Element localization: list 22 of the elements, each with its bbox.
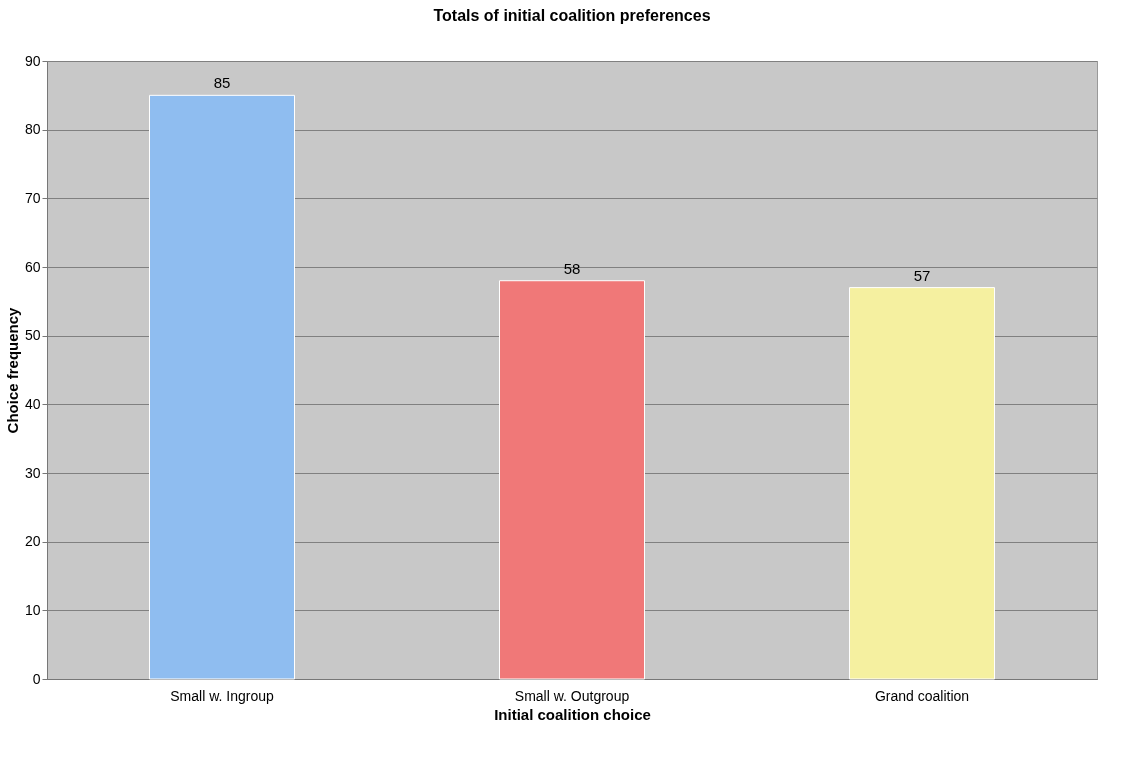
y-tick-label: 80 <box>24 121 41 138</box>
bar <box>149 94 295 680</box>
data-label: 85 <box>213 74 231 92</box>
data-label: 58 <box>563 259 581 277</box>
y-tick-label: 50 <box>24 327 41 344</box>
y-tick-label: 0 <box>32 670 41 687</box>
data-label: 57 <box>913 266 931 284</box>
x-axis-title: Initial coalition choice <box>494 705 651 723</box>
y-tick-label: 40 <box>24 395 41 412</box>
x-tick-label: Small w. Ingroup <box>170 687 274 704</box>
y-tick-label: 20 <box>24 533 41 550</box>
y-axis-title: Choice frequency <box>3 306 21 434</box>
chart-title: Totals of initial coalition preferences <box>433 7 711 24</box>
y-tick-label: 10 <box>24 601 41 618</box>
bar <box>499 280 645 680</box>
y-tick-label: 70 <box>24 189 41 206</box>
y-tick-label: 90 <box>24 52 41 69</box>
x-tick-label: Small w. Outgroup <box>514 687 630 704</box>
bar <box>849 287 995 680</box>
y-tick-label: 60 <box>24 258 41 275</box>
x-tick-label: Grand coalition <box>874 687 970 704</box>
y-tick-label: 30 <box>24 464 41 481</box>
